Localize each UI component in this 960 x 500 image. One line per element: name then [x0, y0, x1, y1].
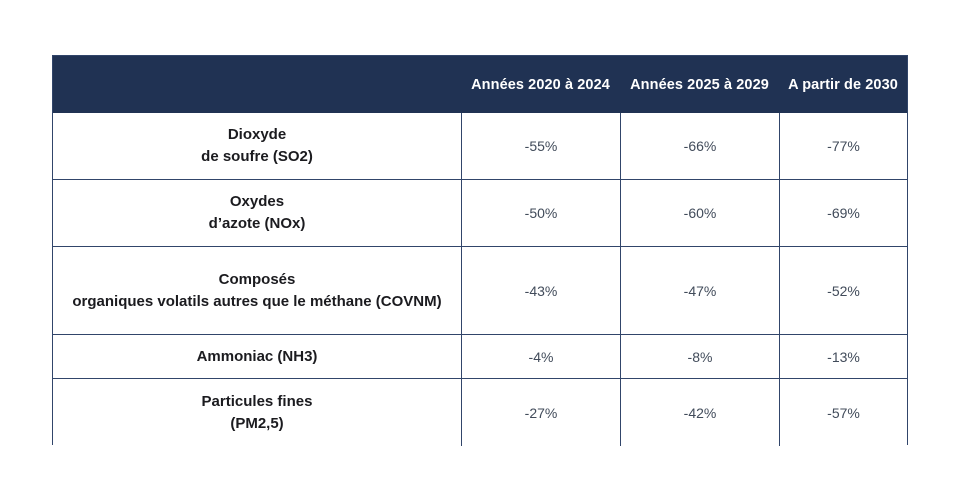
pollutant-name-line: organiques volatils autres que le méthan… — [72, 292, 442, 310]
value-cell: -27% — [461, 379, 620, 446]
pollutant-name-cell: Particules fines (PM2,5) — [53, 379, 461, 446]
pollutant-name-line: Composés — [218, 270, 296, 288]
table-row: Particules fines (PM2,5) -27% -42% -57% — [53, 378, 907, 446]
value-cell: -42% — [620, 379, 779, 446]
value-cell: -60% — [620, 180, 779, 246]
table-row: Composés organiques volatils autres que … — [53, 246, 907, 334]
pollutant-name-line: Oxydes — [229, 193, 285, 210]
value-cell: -57% — [779, 379, 907, 446]
pollutant-name-line: (PM2,5) — [230, 414, 284, 432]
value-cell: -55% — [461, 113, 620, 179]
pollutant-name-cell: Ammoniac (NH3) — [53, 335, 461, 378]
value-cell: -47% — [620, 247, 779, 334]
table-header-row: Années 2020 à 2024 Années 2025 à 2029 A … — [53, 56, 907, 113]
value-cell: -13% — [779, 335, 907, 378]
value-cell: -77% — [779, 113, 907, 179]
value-cell: -4% — [461, 335, 620, 378]
value-cell: -52% — [779, 247, 907, 334]
value-cell: -8% — [620, 335, 779, 378]
table-row: Ammoniac (NH3) -4% -8% -13% — [53, 334, 907, 378]
header-cell-period-1: Années 2020 à 2024 — [471, 76, 610, 93]
value-cell: -50% — [461, 180, 620, 246]
pollutant-name-cell: Oxydes d’azote (NOx) — [53, 180, 461, 246]
pollutant-name-cell: Dioxyde de soufre (SO2) — [53, 113, 461, 179]
emissions-reduction-table: Années 2020 à 2024 Années 2025 à 2029 A … — [52, 55, 908, 446]
pollutant-name-line: Particules fines — [201, 392, 313, 410]
table-row: Oxydes d’azote (NOx) -50% -60% -69% — [53, 179, 907, 246]
value-cell: -69% — [779, 180, 907, 246]
value-cell: -43% — [461, 247, 620, 334]
header-cell-pollutant — [53, 56, 461, 113]
header-cell-period-3: A partir de 2030 — [788, 76, 898, 93]
pollutant-name-line: d’azote (NOx) — [208, 215, 306, 232]
pollutant-name-line: Dioxyde — [227, 126, 287, 143]
table-row: Dioxyde de soufre (SO2) -55% -66% -77% — [53, 113, 907, 179]
pollutant-name-line: de soufre (SO2) — [201, 148, 313, 165]
pollutant-name-cell: Composés organiques volatils autres que … — [53, 247, 461, 334]
value-cell: -66% — [620, 113, 779, 179]
header-cell-period-2: Années 2025 à 2029 — [630, 76, 769, 93]
pollutant-name-line: Ammoniac (NH3) — [196, 347, 318, 365]
